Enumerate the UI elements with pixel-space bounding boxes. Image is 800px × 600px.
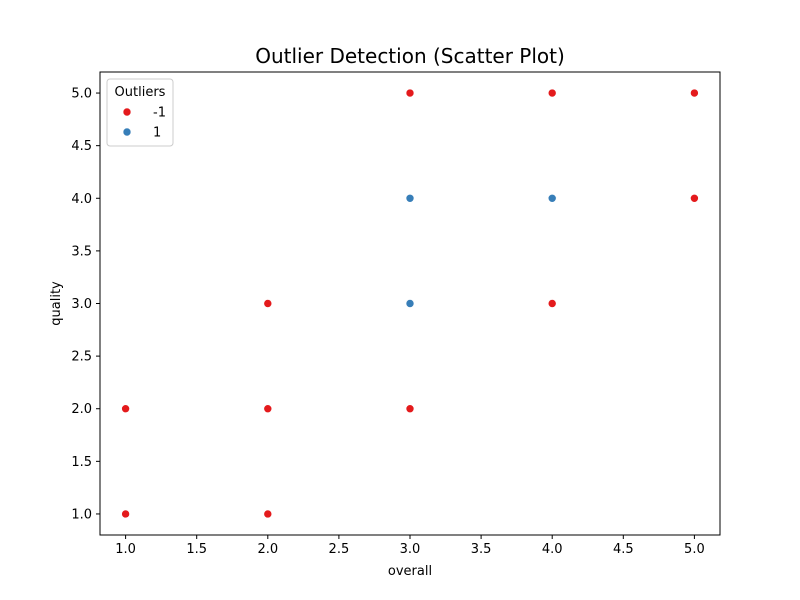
y-tick-label: 2.5 [71, 350, 92, 365]
data-point-series-0 [121, 404, 130, 414]
data-point-series-0 [690, 193, 699, 203]
data-point-series-0 [547, 299, 557, 308]
x-tick-label: 2.5 [329, 542, 350, 557]
data-point-series-1 [405, 299, 415, 308]
x-tick-label: 3.5 [471, 542, 492, 557]
y-tick-label: 4.0 [71, 192, 92, 207]
data-point-series-0 [263, 299, 273, 308]
y-tick-label: 3.5 [71, 244, 92, 259]
x-tick-label: 5.0 [684, 542, 705, 557]
data-point-series-0 [263, 509, 273, 519]
x-tick-label: 1.0 [115, 542, 136, 557]
x-tick-label: 1.5 [186, 542, 207, 557]
legend-box [106, 78, 174, 147]
x-tick-label: 3.0 [400, 542, 421, 557]
data-point-series-0 [547, 88, 557, 98]
legend-label: -1 [153, 106, 166, 121]
y-tick-label: 4.5 [71, 139, 92, 154]
x-axis: 1.0 1.5 2.0 2.5 3.0 3.5 4.0 4.5 5.0 [115, 535, 705, 557]
legend-title: Outliers [115, 85, 166, 100]
legend: Outliers -1 1 [106, 78, 174, 147]
y-tick-label: 3.0 [71, 297, 92, 312]
y-tick-label: 1.0 [71, 507, 92, 522]
legend-marker [122, 107, 132, 117]
data-point-series-0 [690, 88, 699, 98]
data-point-series-1 [405, 193, 415, 203]
x-tick-label: 2.0 [257, 542, 278, 557]
x-tick-label: 4.0 [542, 542, 563, 557]
x-axis-label: overall [388, 564, 432, 579]
y-tick-label: 5.0 [71, 87, 92, 102]
data-point-series-0 [405, 88, 415, 98]
y-tick-label: 2.0 [71, 402, 92, 417]
legend-label: 1 [153, 126, 161, 141]
legend-marker [122, 127, 132, 137]
data-point-series-0 [263, 404, 273, 414]
y-axis: 1.0 1.5 2.0 2.5 3.0 3.5 4.0 4.5 5.0 [71, 87, 100, 522]
y-tick-label: 1.5 [71, 455, 92, 470]
data-point-series-0 [405, 404, 415, 414]
data-point-series-0 [121, 509, 130, 519]
data-points [121, 88, 699, 519]
data-point-series-1 [547, 193, 557, 203]
chart-title: Outlier Detection (Scatter Plot) [255, 44, 565, 68]
x-tick-label: 4.5 [613, 542, 634, 557]
y-axis-label: quality [49, 281, 64, 326]
